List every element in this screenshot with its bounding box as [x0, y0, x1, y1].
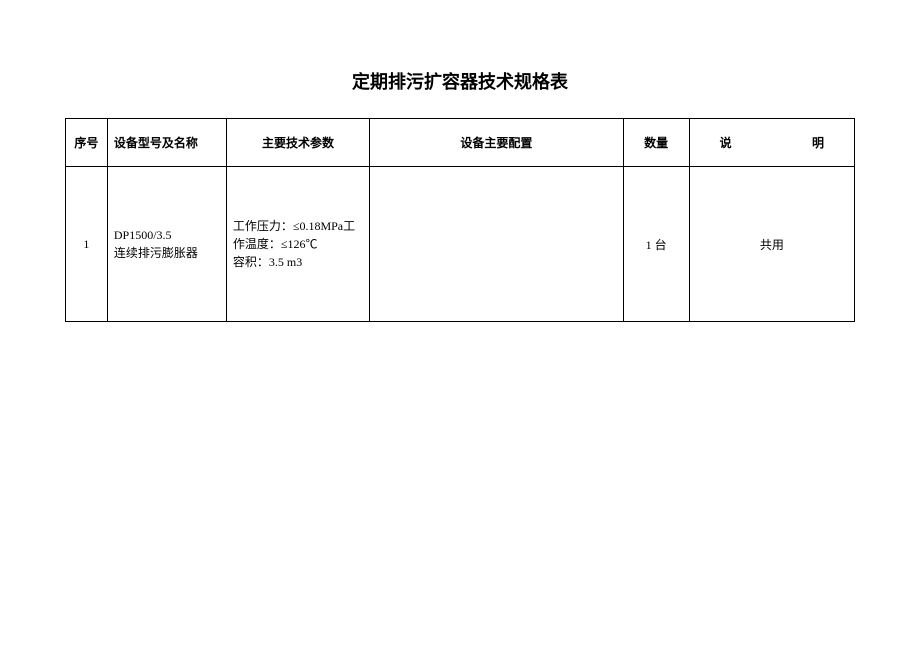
- cell-name-line1: DP1500/3.5: [114, 226, 220, 244]
- cell-note: 共用: [689, 167, 854, 322]
- table-header-row: 序号 设备型号及名称 主要技术参数 设备主要配置 数量 说 明: [66, 119, 855, 167]
- table-header: 序号 设备型号及名称 主要技术参数 设备主要配置 数量 说 明: [66, 119, 855, 167]
- cell-param-line1: 工作压力：≤0.18MPa工: [233, 217, 363, 235]
- th-seq: 序号: [66, 119, 108, 167]
- page-title: 定期排污扩容器技术规格表: [65, 68, 855, 94]
- table-body: 1 DP1500/3.5 连续排污膨胀器 工作压力：≤0.18MPa工 作温度：…: [66, 167, 855, 322]
- cell-name-lines: DP1500/3.5 连续排污膨胀器: [114, 226, 220, 262]
- cell-name: DP1500/3.5 连续排污膨胀器: [107, 167, 226, 322]
- cell-conf: [370, 167, 623, 322]
- spec-table: 序号 设备型号及名称 主要技术参数 设备主要配置 数量 说 明 1 DP1500: [65, 118, 855, 322]
- document-page: 定期排污扩容器技术规格表 序号 设备型号及名称 主要技术参数 设备主要配置 数量…: [0, 0, 920, 322]
- th-note-inner: 说 明: [696, 134, 848, 151]
- th-note-left: 说: [720, 134, 732, 151]
- th-note: 说 明: [689, 119, 854, 167]
- cell-param-line3: 容积：3.5 m3: [233, 253, 363, 271]
- th-param: 主要技术参数: [226, 119, 369, 167]
- cell-seq: 1: [66, 167, 108, 322]
- th-qty: 数量: [623, 119, 689, 167]
- th-conf: 设备主要配置: [370, 119, 623, 167]
- cell-param-line2: 作温度：≤126℃: [233, 235, 363, 253]
- th-name: 设备型号及名称: [107, 119, 226, 167]
- cell-param-lines: 工作压力：≤0.18MPa工 作温度：≤126℃ 容积：3.5 m3: [233, 217, 363, 271]
- table-row: 1 DP1500/3.5 连续排污膨胀器 工作压力：≤0.18MPa工 作温度：…: [66, 167, 855, 322]
- cell-qty: 1 台: [623, 167, 689, 322]
- cell-param: 工作压力：≤0.18MPa工 作温度：≤126℃ 容积：3.5 m3: [226, 167, 369, 322]
- cell-name-line2: 连续排污膨胀器: [114, 244, 220, 262]
- th-note-right: 明: [812, 134, 824, 151]
